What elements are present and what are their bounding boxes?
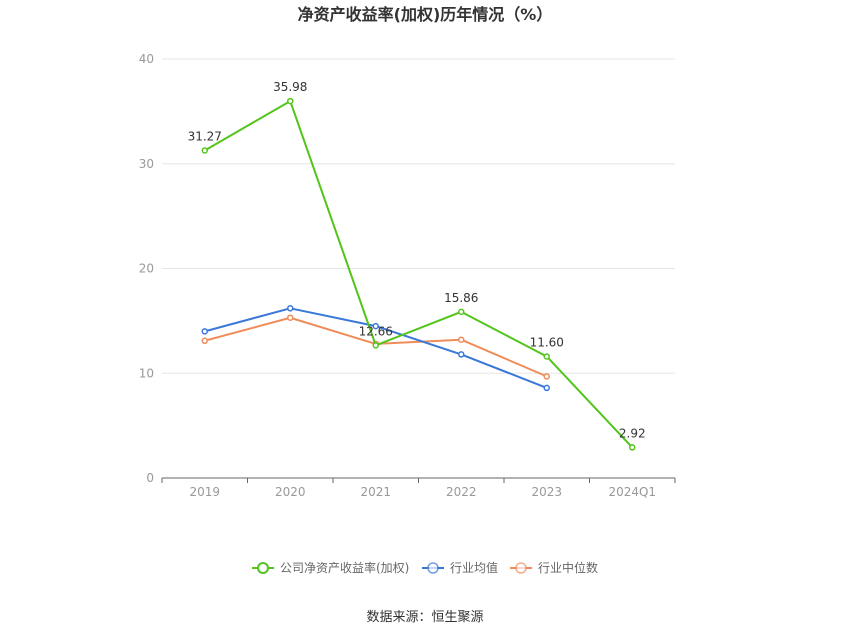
x-tick-label: 2022 (446, 485, 477, 499)
series-point (458, 351, 465, 358)
series-point (201, 337, 208, 345)
data-label: 12.66 (359, 324, 393, 338)
x-tick-label: 2023 (531, 485, 562, 499)
y-tick-label: 40 (139, 52, 154, 66)
legend: 公司净资产收益率(加权) 行业均值 行业中位数 (252, 560, 598, 575)
chart-title: 净资产收益率(加权)历年情况（%） (298, 5, 553, 24)
data-label: 15.86 (444, 291, 478, 305)
legend-marker (257, 562, 269, 574)
x-tick-label: 2024Q1 (608, 485, 656, 499)
data-label: 11.60 (530, 335, 564, 349)
y-tick-label: 10 (139, 366, 154, 380)
legend-marker (427, 562, 439, 574)
x-tick-label: 2019 (189, 485, 220, 499)
axes: 0 10 20 30 40 2019 2020 2021 2022 2023 2024Q1 (139, 52, 676, 499)
data-label: 2.92 (619, 426, 646, 440)
series-point (287, 314, 294, 321)
series-point (458, 308, 465, 316)
series-point (543, 384, 550, 392)
series-point (287, 305, 294, 312)
source-text: 数据来源：恒生聚源 (366, 610, 483, 625)
series-point (201, 147, 208, 154)
data-labels: 31.27 35.98 12.66 15.86 11.60 2.92 (188, 80, 646, 440)
x-tick-label: 2021 (360, 485, 391, 499)
legend-marker (515, 562, 527, 574)
legend-label: 行业均值 (450, 560, 498, 575)
data-label: 31.27 (188, 129, 222, 143)
series-point (629, 444, 636, 451)
series-point (372, 342, 379, 349)
series-line (204, 100, 633, 449)
legend-label: 行业中位数 (538, 560, 598, 575)
series-point (372, 322, 379, 330)
y-tick-label: 20 (139, 262, 154, 276)
series-point (543, 373, 550, 380)
data-label: 35.98 (273, 80, 307, 94)
x-tick-label: 2020 (275, 485, 306, 499)
series-group (201, 97, 636, 451)
y-tick-label: 30 (139, 157, 154, 171)
series-point (543, 353, 550, 360)
y-tick-label: 0 (146, 471, 154, 485)
series-point (201, 328, 208, 335)
series-point (287, 97, 294, 105)
series-point (458, 336, 465, 343)
grid (162, 58, 675, 374)
legend-label: 公司净资产收益率(加权) (280, 560, 409, 575)
